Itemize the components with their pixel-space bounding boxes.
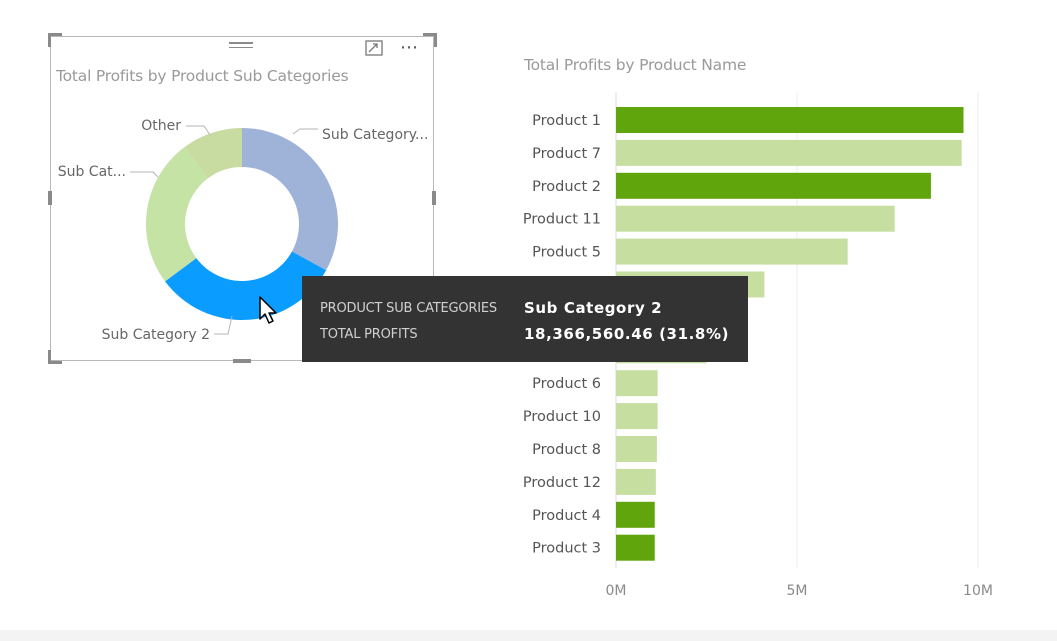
bar[interactable] (616, 468, 656, 495)
tooltip-value-subcategory: Sub Category 2 (524, 299, 663, 317)
bar[interactable] (616, 205, 895, 232)
bar-chart-title: Total Profits by Product Name (524, 56, 747, 74)
drag-handle-icon[interactable] (229, 40, 253, 52)
donut-slice-label: Sub Category... (322, 127, 428, 143)
bar[interactable] (616, 107, 964, 133)
more-options-icon[interactable]: ⋯ (400, 37, 419, 58)
leader-line (186, 125, 211, 136)
y-category-label: Product 8 (532, 442, 601, 458)
tooltip-value-profits: 18,366,560.46 (31.8%) (524, 325, 730, 343)
resize-handle-tr[interactable] (434, 33, 437, 47)
donut-slice[interactable] (242, 128, 338, 271)
x-tick-label: 0M (606, 583, 627, 599)
y-category-label: Product 11 (523, 212, 601, 228)
donut-chart-title: Total Profits by Product Sub Categories (56, 67, 349, 85)
donut-slice[interactable] (184, 128, 242, 179)
bar[interactable] (616, 172, 931, 199)
leader-line (292, 128, 318, 135)
donut-slice[interactable] (146, 147, 208, 282)
donut-slice-label: Sub Cat... (58, 164, 126, 180)
donut-slice[interactable] (165, 251, 327, 321)
x-tick-label: 5M (787, 583, 808, 599)
y-category-label: Product 5 (532, 245, 601, 261)
resize-handle-tl[interactable] (48, 33, 62, 36)
y-category-label: Product 4 (532, 508, 601, 524)
bar[interactable] (616, 534, 655, 561)
bar[interactable] (616, 238, 848, 265)
window-bottom-strip (0, 630, 1057, 641)
tooltip-key-subcategory: PRODUCT SUB CATEGORIES (320, 301, 497, 316)
resize-handle-tr[interactable] (423, 33, 437, 36)
resize-handle-bl[interactable] (48, 350, 51, 364)
bar[interactable] (616, 501, 655, 528)
y-category-label: Product 3 (532, 541, 601, 557)
y-category-label: Product 6 (532, 376, 601, 392)
chart-tooltip: PRODUCT SUB CATEGORIES Sub Category 2 TO… (302, 276, 748, 362)
resize-handle-left[interactable] (48, 191, 52, 205)
bar[interactable] (616, 139, 962, 166)
resize-handle-tl[interactable] (48, 33, 51, 47)
y-category-label: Product 1 (532, 113, 601, 129)
y-category-label: Product 10 (523, 409, 601, 425)
bar[interactable] (616, 403, 658, 430)
donut-slice-label: Other (141, 118, 181, 134)
bar[interactable] (616, 370, 658, 397)
y-category-label: Product 7 (532, 146, 601, 162)
y-category-label: Product 12 (523, 475, 601, 491)
x-tick-label: 10M (963, 583, 993, 599)
bar[interactable] (616, 436, 657, 462)
leader-line (214, 315, 233, 335)
resize-handle-bl[interactable] (48, 361, 62, 364)
focus-mode-icon[interactable] (365, 40, 383, 56)
donut-slice-label: Sub Category 2 (102, 327, 210, 343)
resize-handle-bottom[interactable] (233, 359, 251, 363)
mouse-pointer-icon (259, 296, 281, 330)
tooltip-key-profits: TOTAL PROFITS (320, 327, 418, 342)
leader-line (130, 171, 159, 178)
resize-handle-right[interactable] (432, 191, 436, 205)
y-category-label: Product 2 (532, 179, 601, 195)
